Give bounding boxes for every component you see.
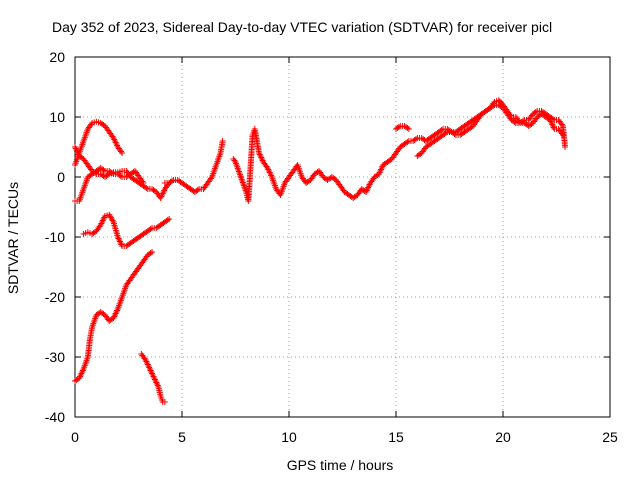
- y-tick-label: -10: [45, 229, 65, 245]
- y-tick-label: 0: [57, 169, 65, 185]
- data-points: [72, 97, 569, 405]
- data-point: [219, 138, 226, 144]
- data-point: [164, 217, 171, 223]
- x-tick-label: 10: [281, 429, 297, 445]
- data-point: [404, 139, 411, 145]
- data-point: [559, 132, 566, 138]
- x-tick-label: 5: [178, 429, 186, 445]
- data-point: [532, 109, 539, 115]
- y-tick-label: 10: [49, 109, 65, 125]
- data-point: [104, 172, 111, 178]
- x-tick-label: 15: [388, 429, 404, 445]
- data-point: [117, 173, 124, 179]
- data-point: [109, 170, 116, 176]
- data-point: [149, 249, 156, 255]
- data-point: [194, 187, 201, 193]
- y-tick-label: -20: [45, 289, 65, 305]
- data-point: [100, 167, 107, 173]
- data-point: [405, 126, 412, 132]
- data-point: [147, 226, 154, 232]
- data-point: [140, 180, 147, 186]
- data-point: [404, 125, 411, 131]
- data-point: [143, 185, 150, 191]
- y-tick-label: 20: [49, 49, 65, 65]
- data-point: [451, 131, 458, 137]
- data-point: [438, 127, 445, 133]
- data-point: [169, 178, 176, 184]
- x-tick-label: 0: [71, 429, 79, 445]
- data-point: [109, 217, 116, 224]
- grid: [75, 57, 610, 417]
- data-point: [562, 144, 569, 150]
- y-tick-label: -30: [45, 349, 65, 365]
- data-point: [119, 150, 126, 156]
- x-axis-label: GPS time / hours: [287, 457, 394, 473]
- data-point: [166, 216, 173, 222]
- data-point: [442, 130, 449, 136]
- axis-ticks: 0 5 10 15 20 25 -40 -30 -20 -10 0 10 20: [45, 49, 618, 445]
- y-axis-label: SDTVAR / TECUs: [5, 182, 21, 294]
- chart-title: Day 352 of 2023, Sidereal Day-to-day VTE…: [52, 19, 552, 35]
- data-point: [161, 399, 168, 405]
- data-point: [412, 136, 419, 142]
- data-point: [395, 124, 402, 130]
- x-tick-label: 25: [602, 429, 618, 445]
- data-point: [147, 250, 154, 256]
- x-tick-label: 20: [495, 429, 511, 445]
- y-tick-label: -40: [45, 409, 65, 425]
